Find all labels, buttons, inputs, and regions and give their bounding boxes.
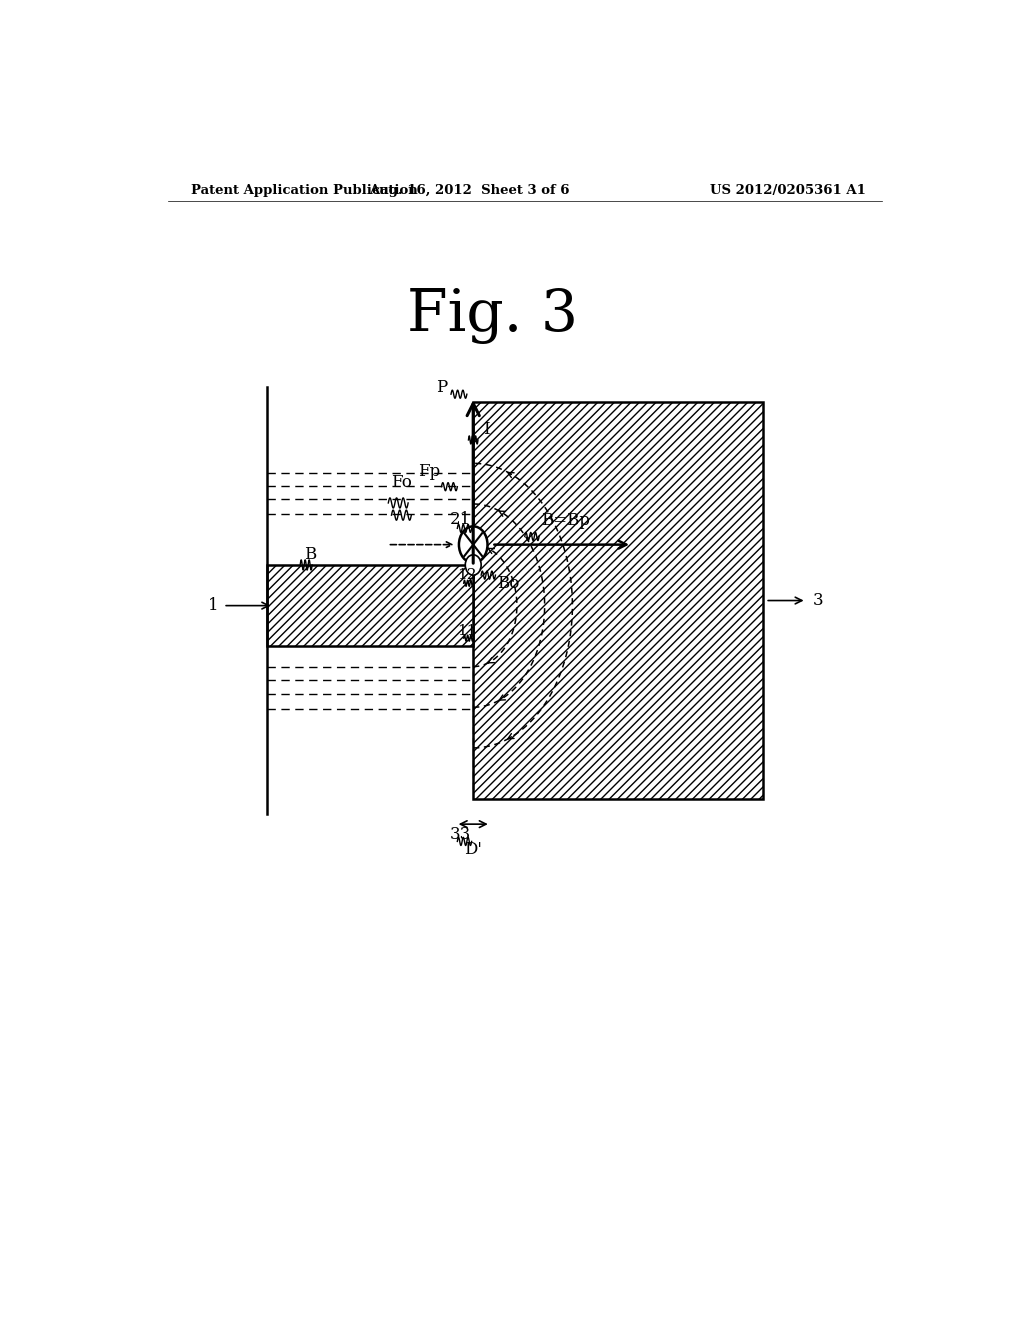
Text: I: I [482,421,489,438]
Text: Patent Application Publication: Patent Application Publication [191,183,418,197]
Text: US 2012/0205361 A1: US 2012/0205361 A1 [711,183,866,197]
Bar [473,403,763,799]
Text: Fp: Fp [419,463,440,480]
Text: Fo: Fo [391,474,413,491]
Text: Aug. 16, 2012  Sheet 3 of 6: Aug. 16, 2012 Sheet 3 of 6 [369,183,569,197]
Text: B: B [304,546,316,564]
Circle shape [465,554,481,576]
Text: 33: 33 [450,826,471,842]
Text: Fig. 3: Fig. 3 [408,288,579,345]
Text: D': D' [464,841,482,858]
Text: 12: 12 [458,568,477,582]
Text: B=Bp: B=Bp [541,512,590,529]
Text: 21: 21 [450,511,471,528]
Bar [267,565,473,647]
Text: 1: 1 [208,597,218,614]
Text: P: P [436,379,447,396]
Circle shape [459,527,487,562]
Bar [267,565,473,647]
Text: Bo: Bo [497,574,519,591]
Bar [473,403,763,799]
Text: 3: 3 [813,593,823,609]
Text: 11: 11 [458,624,477,638]
